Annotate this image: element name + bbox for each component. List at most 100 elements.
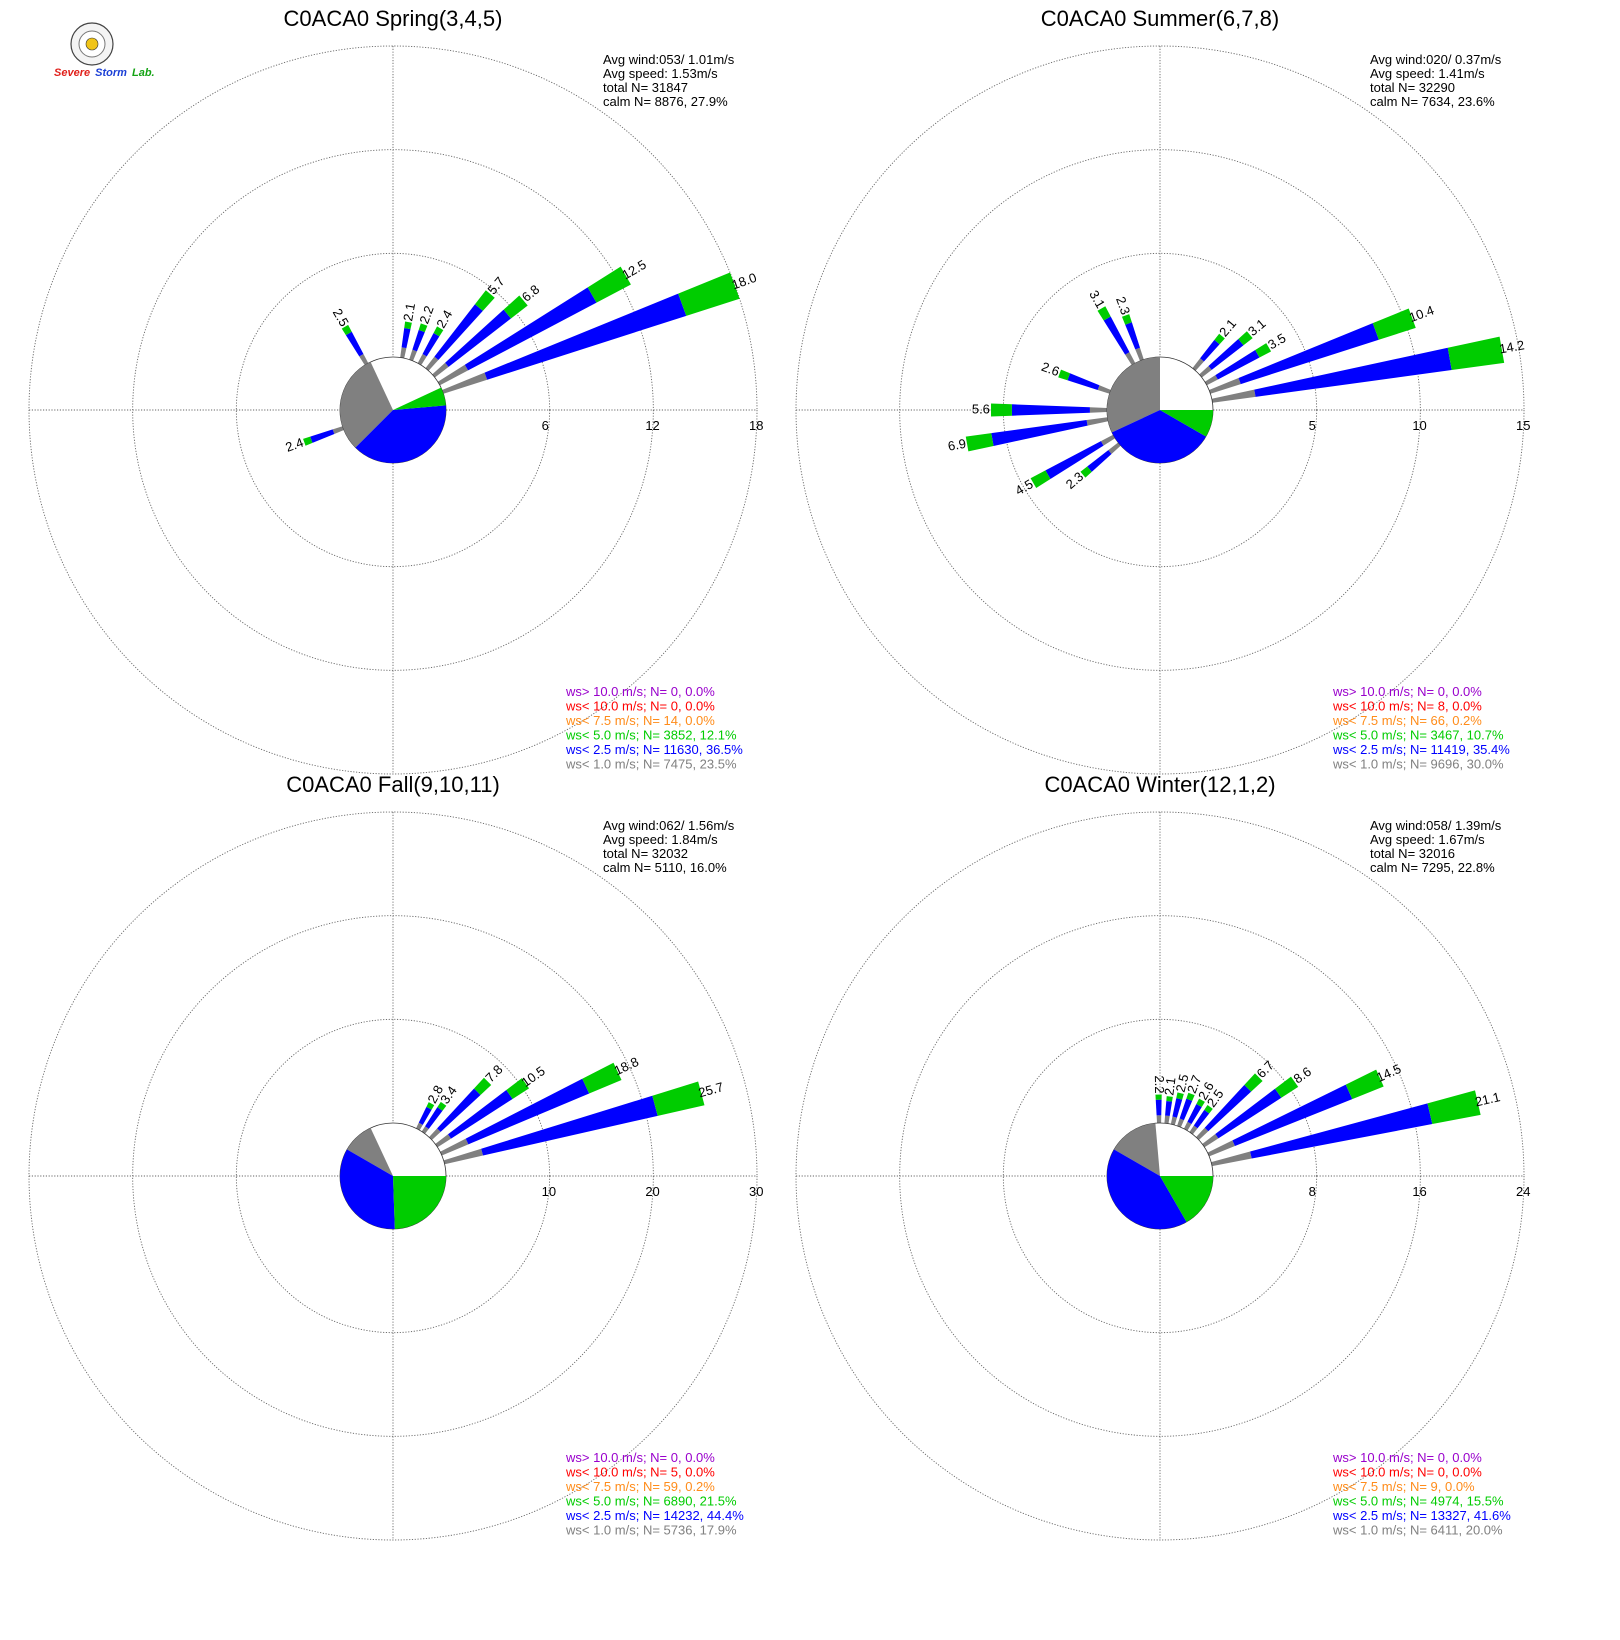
legend-entry: ws< 7.5 m/s; N= 59, 0.2% xyxy=(565,1479,715,1494)
bar-gray-segment xyxy=(400,347,407,359)
ring-8 xyxy=(1002,1018,1318,1334)
bar-240 xyxy=(1030,434,1116,488)
bar-blue-segment xyxy=(1254,347,1452,397)
calm-pie-green xyxy=(393,1176,446,1229)
bar-gray-segment xyxy=(1156,1115,1162,1124)
panel-title: C0ACA0 Fall(9,10,11) xyxy=(286,772,500,797)
calm-pie-green xyxy=(1160,410,1213,437)
legend-entry: ws< 10.0 m/s; N= 0, 0.0% xyxy=(565,699,715,714)
legend-entry: ws< 2.5 m/s; N= 13327, 41.6% xyxy=(1332,1508,1511,1523)
bar-36 xyxy=(1189,1105,1213,1135)
bar-260 xyxy=(965,417,1109,452)
bar-250 xyxy=(303,426,344,446)
bar-gray-segment xyxy=(416,1122,423,1131)
bar-green-segment xyxy=(1058,369,1071,381)
ring-label-8: 8 xyxy=(1309,1184,1316,1199)
bar-blue-segment xyxy=(425,1107,443,1129)
bar-blue-segment xyxy=(412,329,425,352)
calm-pie-gray xyxy=(1114,1123,1160,1176)
bar-gray-segment xyxy=(1192,358,1204,371)
bar-label-28: 2.8 xyxy=(424,1083,446,1106)
bar-green-segment xyxy=(474,290,495,311)
bar-green-segment xyxy=(303,436,313,446)
stat-calm: calm N= 5110, 16.0% xyxy=(603,860,727,875)
legend-entry: ws< 10.0 m/s; N= 8, 0.0% xyxy=(1332,699,1482,714)
bar-green-segment xyxy=(1447,336,1505,371)
bar-330 xyxy=(1097,306,1136,366)
bar-20 xyxy=(409,323,428,361)
bar-gray-segment xyxy=(1097,385,1111,394)
bar-green-segment xyxy=(1238,331,1253,346)
bar-gray-segment xyxy=(332,426,344,434)
bar-gray-segment xyxy=(409,349,417,361)
stat-calm: calm N= 7295, 22.8% xyxy=(1370,860,1495,875)
bar-gray-segment xyxy=(421,1126,429,1134)
bar-green-segment xyxy=(1030,470,1051,488)
bar-blue-segment xyxy=(1155,1099,1162,1116)
bar-green-segment xyxy=(437,1101,447,1111)
bar-66 xyxy=(1207,1069,1384,1157)
calm-pie-blue xyxy=(1111,410,1206,463)
ring-16 xyxy=(899,915,1421,1437)
bar-green-segment xyxy=(426,1102,435,1110)
ring-10 xyxy=(899,149,1421,671)
legend-entry: ws< 5.0 m/s; N= 6890, 21.5% xyxy=(565,1494,737,1509)
stat-total: total N= 32290 xyxy=(1370,80,1455,95)
bar-label-330: 2.5 xyxy=(330,306,352,329)
bar-75 xyxy=(443,1081,705,1165)
windrose-panel-2: 5 10 1514.210.43.53.12.12.33.12.65.66.94.5… xyxy=(795,6,1530,775)
bar-55 xyxy=(1202,1076,1299,1148)
bar-45 xyxy=(429,1077,492,1140)
bar-green-segment xyxy=(1275,1076,1299,1098)
bar-gray-segment xyxy=(429,1128,441,1140)
bar-gray-segment xyxy=(1100,434,1116,446)
legend-entry: ws< 1.0 m/s; N= 9696, 30.0% xyxy=(1332,757,1504,772)
bar-359 xyxy=(1155,1094,1162,1124)
bar-green-segment xyxy=(991,403,1012,417)
severe-storm-lab-logo: Severe Storm Lab. xyxy=(54,22,155,79)
bar-blue-segment xyxy=(310,429,335,443)
legend-entry: ws< 7.5 m/s; N= 14, 0.0% xyxy=(565,713,715,728)
panel-title: C0ACA0 Summer(6,7,8) xyxy=(1041,6,1279,31)
stat-avg-speed: Avg speed: 1.84m/s xyxy=(603,832,718,847)
ring-6 xyxy=(235,252,551,568)
stat-total: total N= 31847 xyxy=(603,80,688,95)
bar-blue-segment xyxy=(1238,323,1379,385)
calm-pie-green xyxy=(1160,1176,1213,1222)
bar-blue-segment xyxy=(1125,322,1140,350)
bar-blue-segment xyxy=(1011,404,1090,416)
bar-gray-segment xyxy=(1135,347,1144,361)
legend-entry: ws< 7.5 m/s; N= 66, 0.2% xyxy=(1332,713,1482,728)
bar-290 xyxy=(1058,369,1111,394)
bar-50 xyxy=(432,295,528,378)
bar-label-20: 2.2 xyxy=(416,304,436,326)
bar-gray-segment xyxy=(417,353,427,366)
ring-label-16: 16 xyxy=(1412,1184,1426,1199)
bar-blue-segment xyxy=(1045,441,1104,480)
legend-entry: ws> 10.0 m/s; N= 0, 0.0% xyxy=(565,684,715,699)
bar-green-segment xyxy=(678,272,740,316)
bar-label-30: 2.4 xyxy=(433,307,455,330)
bar-blue-segment xyxy=(418,1106,432,1125)
bar-label-70: 10.4 xyxy=(1407,302,1436,325)
stat-avg-wind: Avg wind:053/ 1.01m/s xyxy=(603,52,735,67)
bar-green-segment xyxy=(1214,333,1225,345)
bar-14 xyxy=(1170,1092,1184,1126)
bar-green-segment xyxy=(965,433,994,452)
bar-label-10: 2.1 xyxy=(400,302,418,322)
bar-gray-segment xyxy=(442,372,488,394)
panel-title: C0ACA0 Winter(12,1,2) xyxy=(1044,772,1275,797)
bar-green-segment xyxy=(1196,1098,1205,1108)
legend-entry: ws< 5.0 m/s; N= 3852, 12.1% xyxy=(565,728,737,743)
bar-label-260: 6.9 xyxy=(947,436,967,454)
bar-blue-segment xyxy=(484,293,687,380)
bar-blue-segment xyxy=(401,328,411,349)
stat-total: total N= 32032 xyxy=(603,846,688,861)
bar-label-70: 18.0 xyxy=(730,270,759,293)
bar-blue-segment xyxy=(1187,1104,1202,1125)
bar-label-270: 5.6 xyxy=(972,401,990,416)
bar-gray-segment xyxy=(1164,1115,1170,1124)
bar-green-segment xyxy=(1186,1092,1195,1101)
bar-gray-segment xyxy=(1207,1140,1235,1157)
